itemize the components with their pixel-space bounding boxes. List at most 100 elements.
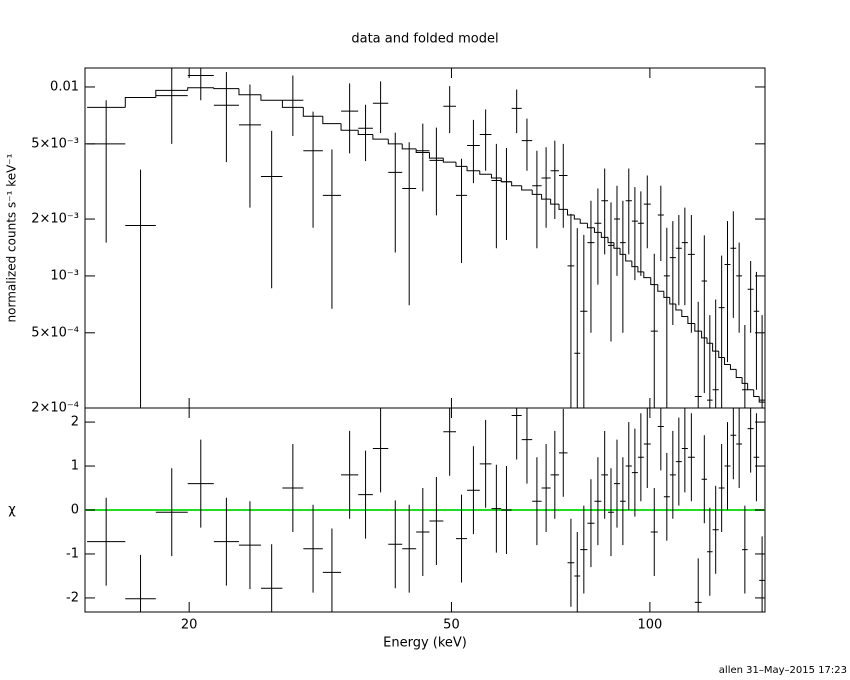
y-tick-label: -1 (66, 546, 79, 561)
data-point (712, 299, 719, 408)
residual-point (521, 408, 533, 484)
model-step (521, 185, 533, 191)
residual-point (550, 430, 560, 519)
residual-point (580, 505, 588, 594)
model-step (573, 215, 581, 220)
model-step (724, 357, 731, 365)
data-point (742, 324, 748, 408)
data-point (701, 235, 708, 394)
residual-point (701, 435, 708, 524)
model-step (600, 232, 609, 238)
residual-point (341, 430, 359, 519)
residual-point (372, 408, 389, 493)
data-point (559, 143, 568, 228)
model-step (541, 194, 551, 200)
model-step (694, 323, 702, 332)
data-point (155, 68, 188, 144)
residual-point (663, 452, 670, 541)
residual-point (491, 464, 502, 553)
model-step (213, 87, 239, 90)
model-step (124, 96, 156, 108)
panel-frame (84, 67, 766, 409)
y-tick-label: 5×10⁻³ (31, 136, 79, 151)
model-step (490, 174, 502, 179)
data-point (730, 211, 737, 318)
model-step (712, 343, 719, 352)
model-step (415, 148, 430, 153)
residual-point (643, 408, 651, 489)
data-point (501, 148, 512, 240)
residual-point (724, 422, 731, 510)
y-tick-label: 2×10⁻³ (31, 212, 79, 227)
y-axis-label: χ (8, 503, 16, 518)
residual-point (650, 488, 658, 576)
model-step (631, 260, 638, 268)
residual-point (730, 408, 737, 480)
model-step (619, 248, 626, 255)
data-point (402, 142, 417, 306)
residual-point (742, 505, 748, 594)
model-step (550, 199, 560, 205)
residual-point (479, 419, 492, 508)
model-step (657, 284, 664, 292)
residual-point (608, 468, 614, 557)
model-step (613, 242, 621, 249)
data-point (687, 215, 695, 333)
data-point (637, 191, 644, 276)
model-step (479, 170, 492, 175)
y-tick-label: 5×10⁻⁴ (31, 325, 79, 340)
y-tick-label: 1 (71, 459, 79, 474)
model-step (607, 237, 614, 244)
model-step (455, 162, 468, 167)
spectrum-panel (87, 68, 765, 408)
residual-point (657, 408, 664, 471)
data-point (187, 68, 214, 101)
residual-point (155, 468, 188, 557)
data-point (608, 202, 614, 342)
data-point (541, 147, 551, 228)
model-step (260, 94, 283, 101)
data-point (707, 315, 713, 408)
model-step (758, 396, 765, 403)
residual-point (388, 500, 403, 589)
model-step (511, 181, 522, 187)
data-point (87, 100, 126, 243)
model-step (357, 130, 373, 136)
data-point (260, 130, 283, 289)
data-point (718, 255, 725, 408)
residual-point (456, 494, 468, 583)
residual-point (687, 413, 695, 502)
residual-point (613, 439, 621, 528)
residual-point (303, 504, 323, 593)
data-point (574, 228, 581, 408)
data-point (341, 83, 359, 154)
model-step (442, 158, 457, 163)
model-step (466, 166, 480, 172)
residual-point (753, 413, 760, 502)
data-point (650, 253, 658, 408)
data-point (759, 315, 765, 408)
data-point (631, 187, 638, 281)
model-step (735, 369, 743, 379)
residual-point (574, 531, 581, 612)
residual-point (637, 413, 644, 502)
model-step (593, 227, 602, 233)
residual-point (358, 450, 373, 539)
data-point (467, 119, 480, 184)
data-point (669, 221, 676, 325)
model-step (586, 223, 595, 229)
model-step (238, 88, 261, 96)
model-step (558, 204, 568, 210)
data-point (511, 89, 522, 134)
residual-point (594, 457, 602, 546)
model-step (706, 337, 713, 344)
y-axis-label: normalized counts s⁻¹ keV⁻¹ (5, 153, 19, 322)
data-point (620, 200, 626, 333)
residual-point (322, 528, 342, 612)
model-step (372, 134, 389, 140)
model-step (567, 209, 575, 216)
residual-point (625, 422, 632, 510)
residual-point (669, 430, 676, 519)
model-step (387, 139, 403, 145)
